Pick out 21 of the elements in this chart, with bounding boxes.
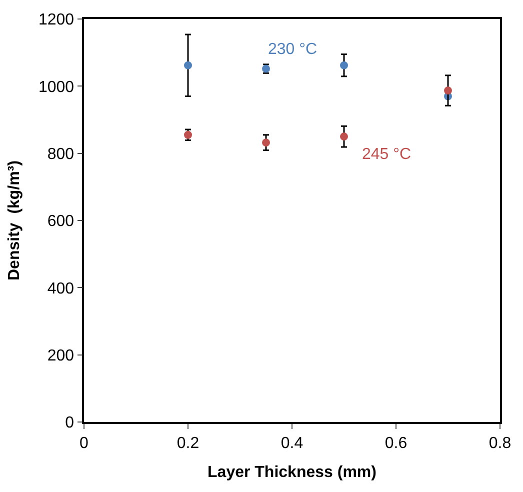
y-tick-label: 800 <box>47 146 74 163</box>
y-tick-label: 200 <box>47 347 74 364</box>
annotation: 230 °C <box>268 41 318 58</box>
x-tick-label: 0.6 <box>384 434 408 452</box>
annotation: 245 °C <box>362 146 412 163</box>
x-tick-label: 0.8 <box>488 434 512 452</box>
point <box>340 61 348 70</box>
x-tick-label: 0.4 <box>280 434 304 452</box>
x-axis-title: Layer Thickness (mm) <box>208 464 376 482</box>
point <box>184 61 192 70</box>
y-tick-label: 0 <box>65 414 74 432</box>
point <box>340 132 348 141</box>
y-tick-label: 1000 <box>38 78 74 96</box>
x-tick-label: 0 <box>80 434 89 452</box>
point <box>444 86 452 95</box>
y-axis-title: Density (kg/m³) <box>6 160 23 281</box>
y-tick-label: 600 <box>47 213 74 230</box>
x-tick-label: 0.2 <box>176 434 200 452</box>
y-tick-label: 1200 <box>38 12 74 29</box>
point <box>262 138 270 147</box>
y-tick-label: 400 <box>47 280 74 298</box>
